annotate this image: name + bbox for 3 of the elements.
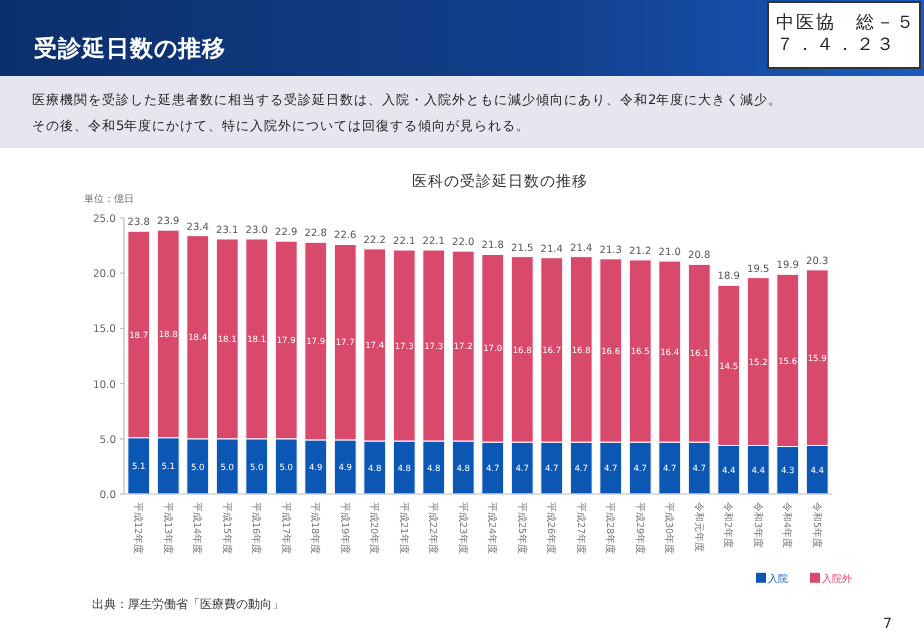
text: 中医協 総－５ xyxy=(776,12,916,34)
text: ７．４．２３ xyxy=(776,36,896,56)
chart-title: 受診延日数の推移 xyxy=(32,34,226,62)
